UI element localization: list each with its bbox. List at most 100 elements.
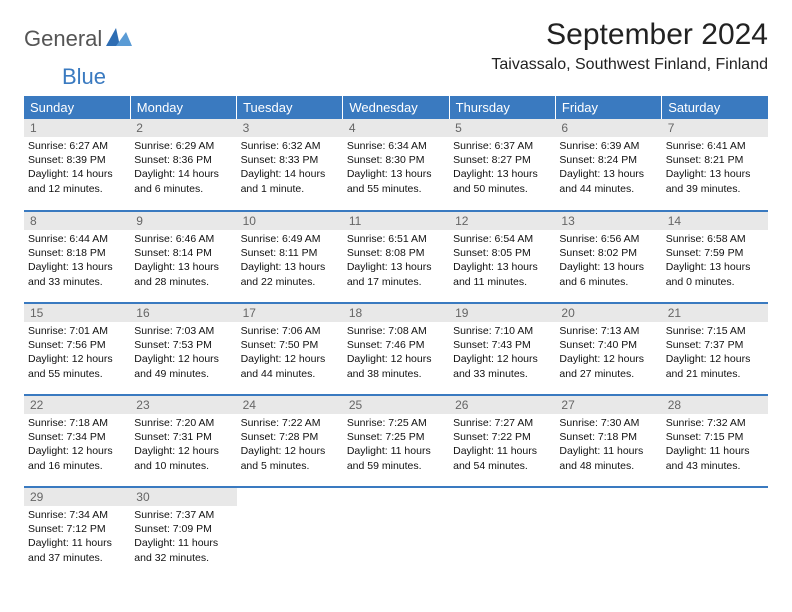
day-number: 12 bbox=[449, 212, 555, 230]
day-number: 29 bbox=[24, 488, 130, 506]
day-body: Sunrise: 7:37 AMSunset: 7:09 PMDaylight:… bbox=[130, 506, 236, 569]
day-cell: 5Sunrise: 6:37 AMSunset: 8:27 PMDaylight… bbox=[449, 119, 555, 211]
sunset-line: Sunset: 7:40 PM bbox=[559, 338, 657, 352]
day-number: 4 bbox=[343, 119, 449, 137]
sunrise-line: Sunrise: 6:37 AM bbox=[453, 139, 551, 153]
week-row: 15Sunrise: 7:01 AMSunset: 7:56 PMDayligh… bbox=[24, 303, 768, 395]
sunset-line: Sunset: 7:46 PM bbox=[347, 338, 445, 352]
day-number: 21 bbox=[662, 304, 768, 322]
day-body: Sunrise: 6:39 AMSunset: 8:24 PMDaylight:… bbox=[555, 137, 661, 200]
day-number: 2 bbox=[130, 119, 236, 137]
sunset-line: Sunset: 8:33 PM bbox=[241, 153, 339, 167]
sunrise-line: Sunrise: 7:25 AM bbox=[347, 416, 445, 430]
week-row: 1Sunrise: 6:27 AMSunset: 8:39 PMDaylight… bbox=[24, 119, 768, 211]
day-number: 5 bbox=[449, 119, 555, 137]
day-number: 14 bbox=[662, 212, 768, 230]
daylight-line: Daylight: 12 hours and 16 minutes. bbox=[28, 444, 126, 472]
day-header-row: SundayMondayTuesdayWednesdayThursdayFrid… bbox=[24, 96, 768, 119]
sunrise-line: Sunrise: 7:03 AM bbox=[134, 324, 232, 338]
daylight-line: Daylight: 12 hours and 49 minutes. bbox=[134, 352, 232, 380]
day-body: Sunrise: 7:22 AMSunset: 7:28 PMDaylight:… bbox=[237, 414, 343, 477]
day-cell bbox=[555, 487, 661, 579]
daylight-line: Daylight: 12 hours and 21 minutes. bbox=[666, 352, 764, 380]
sunset-line: Sunset: 8:27 PM bbox=[453, 153, 551, 167]
day-body: Sunrise: 7:01 AMSunset: 7:56 PMDaylight:… bbox=[24, 322, 130, 385]
sunset-line: Sunset: 7:28 PM bbox=[241, 430, 339, 444]
sunrise-line: Sunrise: 6:49 AM bbox=[241, 232, 339, 246]
sunrise-line: Sunrise: 7:15 AM bbox=[666, 324, 764, 338]
daylight-line: Daylight: 14 hours and 6 minutes. bbox=[134, 167, 232, 195]
calendar-table: SundayMondayTuesdayWednesdayThursdayFrid… bbox=[24, 96, 768, 579]
sunrise-line: Sunrise: 6:58 AM bbox=[666, 232, 764, 246]
day-cell: 28Sunrise: 7:32 AMSunset: 7:15 PMDayligh… bbox=[662, 395, 768, 487]
day-body: Sunrise: 7:30 AMSunset: 7:18 PMDaylight:… bbox=[555, 414, 661, 477]
sunset-line: Sunset: 7:18 PM bbox=[559, 430, 657, 444]
day-body: Sunrise: 6:29 AMSunset: 8:36 PMDaylight:… bbox=[130, 137, 236, 200]
daylight-line: Daylight: 13 hours and 33 minutes. bbox=[28, 260, 126, 288]
day-number: 7 bbox=[662, 119, 768, 137]
day-number: 22 bbox=[24, 396, 130, 414]
day-cell: 20Sunrise: 7:13 AMSunset: 7:40 PMDayligh… bbox=[555, 303, 661, 395]
daylight-line: Daylight: 13 hours and 6 minutes. bbox=[559, 260, 657, 288]
daylight-line: Daylight: 12 hours and 33 minutes. bbox=[453, 352, 551, 380]
day-body: Sunrise: 6:37 AMSunset: 8:27 PMDaylight:… bbox=[449, 137, 555, 200]
day-body: Sunrise: 6:56 AMSunset: 8:02 PMDaylight:… bbox=[555, 230, 661, 293]
day-number: 8 bbox=[24, 212, 130, 230]
sunset-line: Sunset: 7:50 PM bbox=[241, 338, 339, 352]
day-body: Sunrise: 7:03 AMSunset: 7:53 PMDaylight:… bbox=[130, 322, 236, 385]
day-body: Sunrise: 7:15 AMSunset: 7:37 PMDaylight:… bbox=[662, 322, 768, 385]
sunrise-line: Sunrise: 7:01 AM bbox=[28, 324, 126, 338]
day-cell: 7Sunrise: 6:41 AMSunset: 8:21 PMDaylight… bbox=[662, 119, 768, 211]
day-number: 16 bbox=[130, 304, 236, 322]
sunset-line: Sunset: 7:59 PM bbox=[666, 246, 764, 260]
daylight-line: Daylight: 12 hours and 38 minutes. bbox=[347, 352, 445, 380]
sunset-line: Sunset: 7:12 PM bbox=[28, 522, 126, 536]
day-body: Sunrise: 6:34 AMSunset: 8:30 PMDaylight:… bbox=[343, 137, 449, 200]
day-body: Sunrise: 6:49 AMSunset: 8:11 PMDaylight:… bbox=[237, 230, 343, 293]
daylight-line: Daylight: 13 hours and 0 minutes. bbox=[666, 260, 764, 288]
day-cell: 21Sunrise: 7:15 AMSunset: 7:37 PMDayligh… bbox=[662, 303, 768, 395]
sunrise-line: Sunrise: 7:20 AM bbox=[134, 416, 232, 430]
sunrise-line: Sunrise: 6:56 AM bbox=[559, 232, 657, 246]
day-cell: 23Sunrise: 7:20 AMSunset: 7:31 PMDayligh… bbox=[130, 395, 236, 487]
sunrise-line: Sunrise: 7:30 AM bbox=[559, 416, 657, 430]
day-cell: 6Sunrise: 6:39 AMSunset: 8:24 PMDaylight… bbox=[555, 119, 661, 211]
sunrise-line: Sunrise: 6:46 AM bbox=[134, 232, 232, 246]
sunset-line: Sunset: 7:31 PM bbox=[134, 430, 232, 444]
day-header: Wednesday bbox=[343, 96, 449, 119]
sunset-line: Sunset: 8:36 PM bbox=[134, 153, 232, 167]
day-cell bbox=[449, 487, 555, 579]
day-number: 27 bbox=[555, 396, 661, 414]
brand-logo: General bbox=[24, 18, 134, 52]
day-cell: 1Sunrise: 6:27 AMSunset: 8:39 PMDaylight… bbox=[24, 119, 130, 211]
day-cell: 8Sunrise: 6:44 AMSunset: 8:18 PMDaylight… bbox=[24, 211, 130, 303]
sunrise-line: Sunrise: 6:41 AM bbox=[666, 139, 764, 153]
sunset-line: Sunset: 7:43 PM bbox=[453, 338, 551, 352]
day-cell: 12Sunrise: 6:54 AMSunset: 8:05 PMDayligh… bbox=[449, 211, 555, 303]
day-number: 15 bbox=[24, 304, 130, 322]
sunrise-line: Sunrise: 6:34 AM bbox=[347, 139, 445, 153]
sunset-line: Sunset: 7:25 PM bbox=[347, 430, 445, 444]
day-cell: 30Sunrise: 7:37 AMSunset: 7:09 PMDayligh… bbox=[130, 487, 236, 579]
day-cell bbox=[662, 487, 768, 579]
day-cell bbox=[343, 487, 449, 579]
day-cell: 27Sunrise: 7:30 AMSunset: 7:18 PMDayligh… bbox=[555, 395, 661, 487]
day-body: Sunrise: 6:41 AMSunset: 8:21 PMDaylight:… bbox=[662, 137, 768, 200]
day-number: 26 bbox=[449, 396, 555, 414]
day-body: Sunrise: 6:32 AMSunset: 8:33 PMDaylight:… bbox=[237, 137, 343, 200]
day-cell: 16Sunrise: 7:03 AMSunset: 7:53 PMDayligh… bbox=[130, 303, 236, 395]
day-cell: 24Sunrise: 7:22 AMSunset: 7:28 PMDayligh… bbox=[237, 395, 343, 487]
day-cell: 25Sunrise: 7:25 AMSunset: 7:25 PMDayligh… bbox=[343, 395, 449, 487]
daylight-line: Daylight: 12 hours and 5 minutes. bbox=[241, 444, 339, 472]
day-body: Sunrise: 7:10 AMSunset: 7:43 PMDaylight:… bbox=[449, 322, 555, 385]
daylight-line: Daylight: 11 hours and 37 minutes. bbox=[28, 536, 126, 564]
week-row: 22Sunrise: 7:18 AMSunset: 7:34 PMDayligh… bbox=[24, 395, 768, 487]
daylight-line: Daylight: 11 hours and 54 minutes. bbox=[453, 444, 551, 472]
sunset-line: Sunset: 8:24 PM bbox=[559, 153, 657, 167]
day-body: Sunrise: 6:58 AMSunset: 7:59 PMDaylight:… bbox=[662, 230, 768, 293]
sunset-line: Sunset: 7:09 PM bbox=[134, 522, 232, 536]
day-number: 1 bbox=[24, 119, 130, 137]
daylight-line: Daylight: 11 hours and 43 minutes. bbox=[666, 444, 764, 472]
day-body: Sunrise: 6:46 AMSunset: 8:14 PMDaylight:… bbox=[130, 230, 236, 293]
sunrise-line: Sunrise: 7:27 AM bbox=[453, 416, 551, 430]
